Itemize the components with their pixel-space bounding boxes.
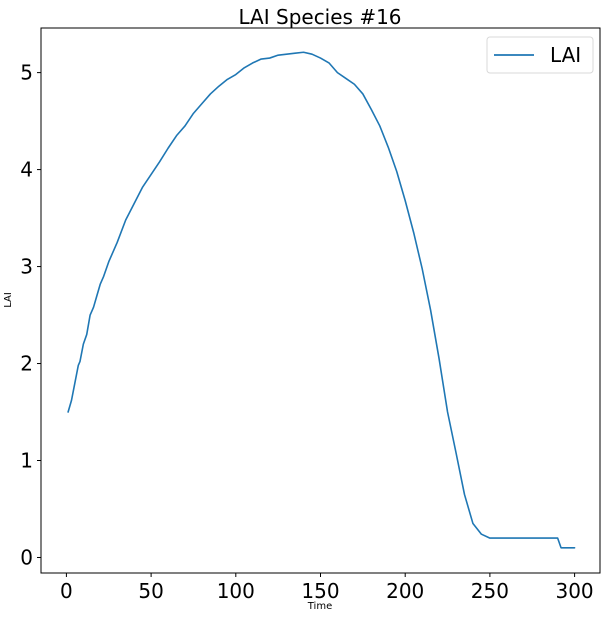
chart-title-text: LAI Species #16 [238,5,401,29]
x-tick-label: 200 [386,579,424,603]
y-tick-label: 5 [20,61,33,85]
x-tick-label: 300 [555,579,593,603]
y-tick-label: 1 [20,449,33,473]
y-tick-label: 4 [20,158,33,182]
x-tick-label: 50 [138,579,163,603]
x-tick-label: 150 [301,579,339,603]
x-tick-label: 100 [217,579,255,603]
chart-title: LAI Species #16 [238,5,401,29]
legend-box [486,36,594,74]
x-axis-label: Time [307,601,332,612]
y-tick-label: 3 [20,255,33,279]
plot-frame [40,27,601,574]
x-tick-label: 250 [471,579,509,603]
axis-labels: Time LAI [3,292,332,612]
legend: LAI [486,36,594,74]
plot-area: 0 50 100 150 200 250 300 0 1 2 3 4 5 [20,27,601,603]
y-axis-label: LAI [3,292,14,308]
y-axis-ticks: 0 1 2 3 4 5 [20,61,41,569]
x-axis-ticks: 0 50 100 150 200 250 300 [60,573,594,603]
x-tick-label: 0 [60,579,73,603]
legend-label-lai: LAI [550,43,581,67]
y-tick-label: 0 [20,545,33,569]
y-tick-label: 2 [20,352,33,376]
series-line-lai [67,51,576,549]
